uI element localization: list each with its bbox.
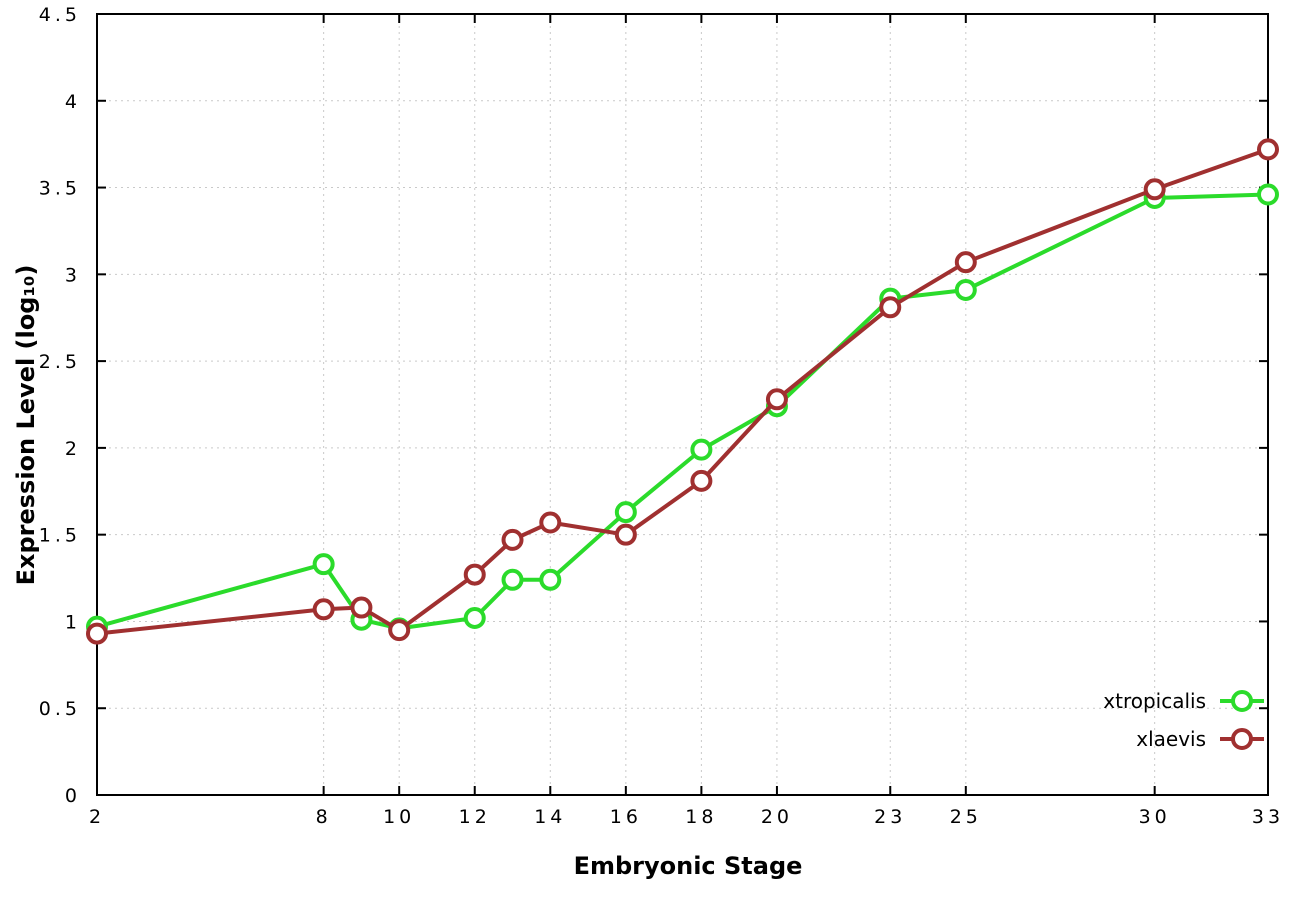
tick-marks xyxy=(96,13,1269,796)
legend-item-xlaevis: xlaevis xyxy=(1136,727,1264,751)
y-tick-label: 4.5 xyxy=(39,4,81,26)
data-point xyxy=(879,296,902,319)
data-point xyxy=(690,438,713,461)
data-point xyxy=(539,511,562,534)
data-point xyxy=(954,278,977,301)
data-point xyxy=(765,388,788,411)
x-axis-title: Embryonic Stage xyxy=(573,852,803,880)
x-tick-label: 12 xyxy=(459,806,491,828)
x-tick-label: 10 xyxy=(383,806,415,828)
data-point xyxy=(463,563,486,586)
data-point xyxy=(690,469,713,492)
series-xlaevis xyxy=(86,138,1279,645)
x-tick-labels: 2 8 10 12 14 16 18 20 23 25 30 33 xyxy=(89,806,1284,828)
y-tick-label: 1 xyxy=(65,611,81,633)
x-tick-label: 14 xyxy=(534,806,566,828)
data-point xyxy=(614,501,637,524)
data-point xyxy=(1257,183,1279,206)
y-tick-label: 2 xyxy=(65,438,81,460)
y-tick-label: 2.5 xyxy=(39,351,81,373)
data-point xyxy=(614,523,637,546)
data-point xyxy=(463,606,486,629)
x-tick-label: 20 xyxy=(761,806,793,828)
legend: xtropicalis xlaevis xyxy=(1103,689,1264,751)
data-point xyxy=(501,568,524,591)
x-tick-label: 23 xyxy=(874,806,906,828)
data-point xyxy=(86,622,108,645)
legend-label: xtropicalis xyxy=(1103,689,1206,713)
y-tick-label: 1.5 xyxy=(39,525,81,547)
data-point xyxy=(388,619,411,642)
x-tick-label: 18 xyxy=(685,806,717,828)
data-point xyxy=(1257,138,1279,161)
data-point xyxy=(1143,178,1166,201)
data-point xyxy=(501,528,524,551)
x-tick-label: 33 xyxy=(1252,806,1284,828)
x-tick-label: 16 xyxy=(610,806,642,828)
data-point xyxy=(350,596,373,619)
y-axis-title: Expression Level (log₁₀) xyxy=(12,264,40,586)
plot-border xyxy=(96,13,1269,796)
data-point xyxy=(312,598,335,621)
data-point xyxy=(312,553,335,576)
y-tick-label: 3 xyxy=(65,264,81,286)
legend-label: xlaevis xyxy=(1136,727,1206,751)
y-tick-label: 0 xyxy=(65,785,81,807)
y-tick-labels: 0 0.5 1 1.5 2 2.5 3 3.5 4 4.5 xyxy=(39,4,81,807)
legend-marker xyxy=(1231,728,1253,750)
legend-marker xyxy=(1231,690,1253,712)
x-tick-label: 8 xyxy=(316,806,332,828)
data-point xyxy=(539,568,562,591)
x-tick-label: 2 xyxy=(89,806,105,828)
data-point xyxy=(954,251,977,274)
x-tick-label: 30 xyxy=(1139,806,1171,828)
legend-item-xtropicalis: xtropicalis xyxy=(1103,689,1264,713)
y-tick-label: 0.5 xyxy=(39,698,81,720)
x-tick-label: 25 xyxy=(950,806,982,828)
y-tick-label: 3.5 xyxy=(39,178,81,200)
y-tick-label: 4 xyxy=(65,91,81,113)
